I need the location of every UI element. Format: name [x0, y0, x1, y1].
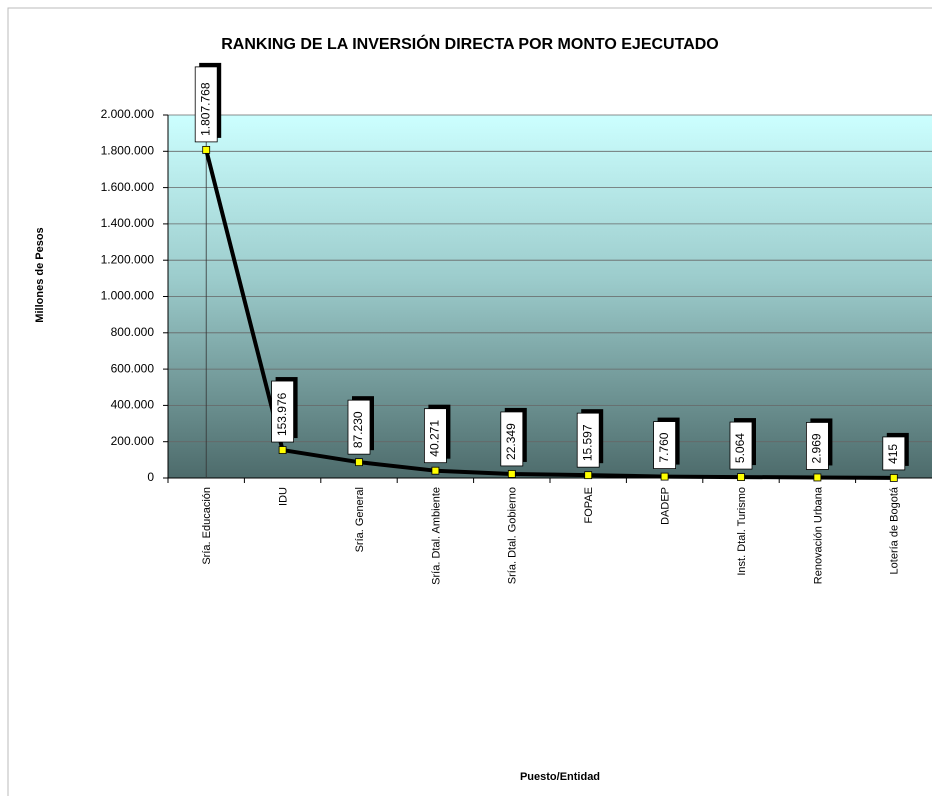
- value-label: 15.597: [576, 409, 604, 468]
- marker: [660, 472, 669, 481]
- y-tick-label: 1.400.000: [101, 216, 155, 230]
- chart-title: RANKING DE LA INVERSIÓN DIRECTA POR MONT…: [221, 34, 719, 53]
- label-box: [576, 412, 600, 468]
- x-tick-label: Lotería de Bogotá: [889, 486, 901, 574]
- value-label: 1.807.768: [194, 62, 222, 143]
- y-tick-label: 200.000: [111, 434, 155, 448]
- label-box: [423, 408, 447, 464]
- value-label: 153.976: [271, 377, 298, 443]
- y-tick-label: 1.000.000: [101, 289, 155, 303]
- y-tick-label: 0: [147, 470, 154, 484]
- data-label: 40.271: [428, 420, 442, 457]
- data-label: 22.349: [504, 423, 518, 460]
- label-box: [347, 399, 371, 455]
- marker: [584, 471, 593, 480]
- label-box: [500, 411, 524, 467]
- label-box: [882, 436, 906, 471]
- y-tick-label: 400.000: [111, 398, 155, 412]
- data-label: 87.230: [351, 411, 365, 448]
- x-tick-label: Renovación Urbana: [812, 486, 824, 584]
- x-tick-label: IDU: [278, 487, 290, 506]
- data-label: 2.969: [810, 433, 824, 463]
- marker: [737, 473, 745, 481]
- data-label: 1.807.768: [198, 82, 212, 136]
- x-tick-label: DADEP: [660, 487, 672, 525]
- label-box: [653, 421, 676, 469]
- value-label: 2.969: [806, 418, 833, 470]
- value-label: 87.230: [347, 396, 374, 455]
- series-line: [204, 149, 894, 480]
- marker: [278, 446, 287, 454]
- label-box: [194, 66, 218, 143]
- y-tick-label: 800.000: [111, 325, 155, 339]
- x-tick-label: Sría. Educación: [201, 487, 213, 565]
- data-label: 153.976: [275, 392, 289, 436]
- y-tick-label: 2.000.000: [101, 107, 155, 121]
- label-box: [271, 380, 295, 443]
- label-box: [806, 422, 829, 470]
- marker: [813, 473, 822, 482]
- marker: [431, 466, 440, 475]
- data-label: 15.597: [580, 424, 594, 461]
- data-label: 5.064: [733, 433, 747, 463]
- value-label: 415: [882, 432, 909, 471]
- y-tick-label: 1.200.000: [101, 252, 155, 266]
- marker: [889, 474, 898, 482]
- data-label: 7.760: [657, 432, 671, 462]
- label-box: [729, 421, 753, 470]
- x-tick-label: Sría. General: [354, 487, 366, 552]
- value-label: 22.349: [500, 407, 527, 467]
- y-tick-label: 600.000: [111, 361, 155, 375]
- x-tick-label: Sría. Dtal. Ambiente: [430, 487, 442, 585]
- y-tick-label: 1.600.000: [101, 180, 155, 194]
- value-label: 7.760: [653, 417, 680, 469]
- x-tick-label: Sría. Dtal. Gobierno: [507, 487, 519, 584]
- value-label: 40.271: [423, 404, 451, 464]
- x-axis-title: Puesto/Entidad: [520, 771, 600, 783]
- y-tick-label: 1.800.000: [101, 143, 155, 157]
- chart-border: [7, 7, 932, 796]
- value-label: 5.064: [729, 418, 756, 470]
- marker: [507, 470, 516, 478]
- data-label: 415: [886, 444, 900, 464]
- marker: [355, 458, 363, 467]
- marker: [202, 145, 211, 154]
- y-axis-title: Millones de Pesos: [34, 227, 46, 322]
- x-tick-label: Inst. Dtal. Turismo: [736, 487, 748, 576]
- x-tick-label: FOPAE: [583, 487, 595, 523]
